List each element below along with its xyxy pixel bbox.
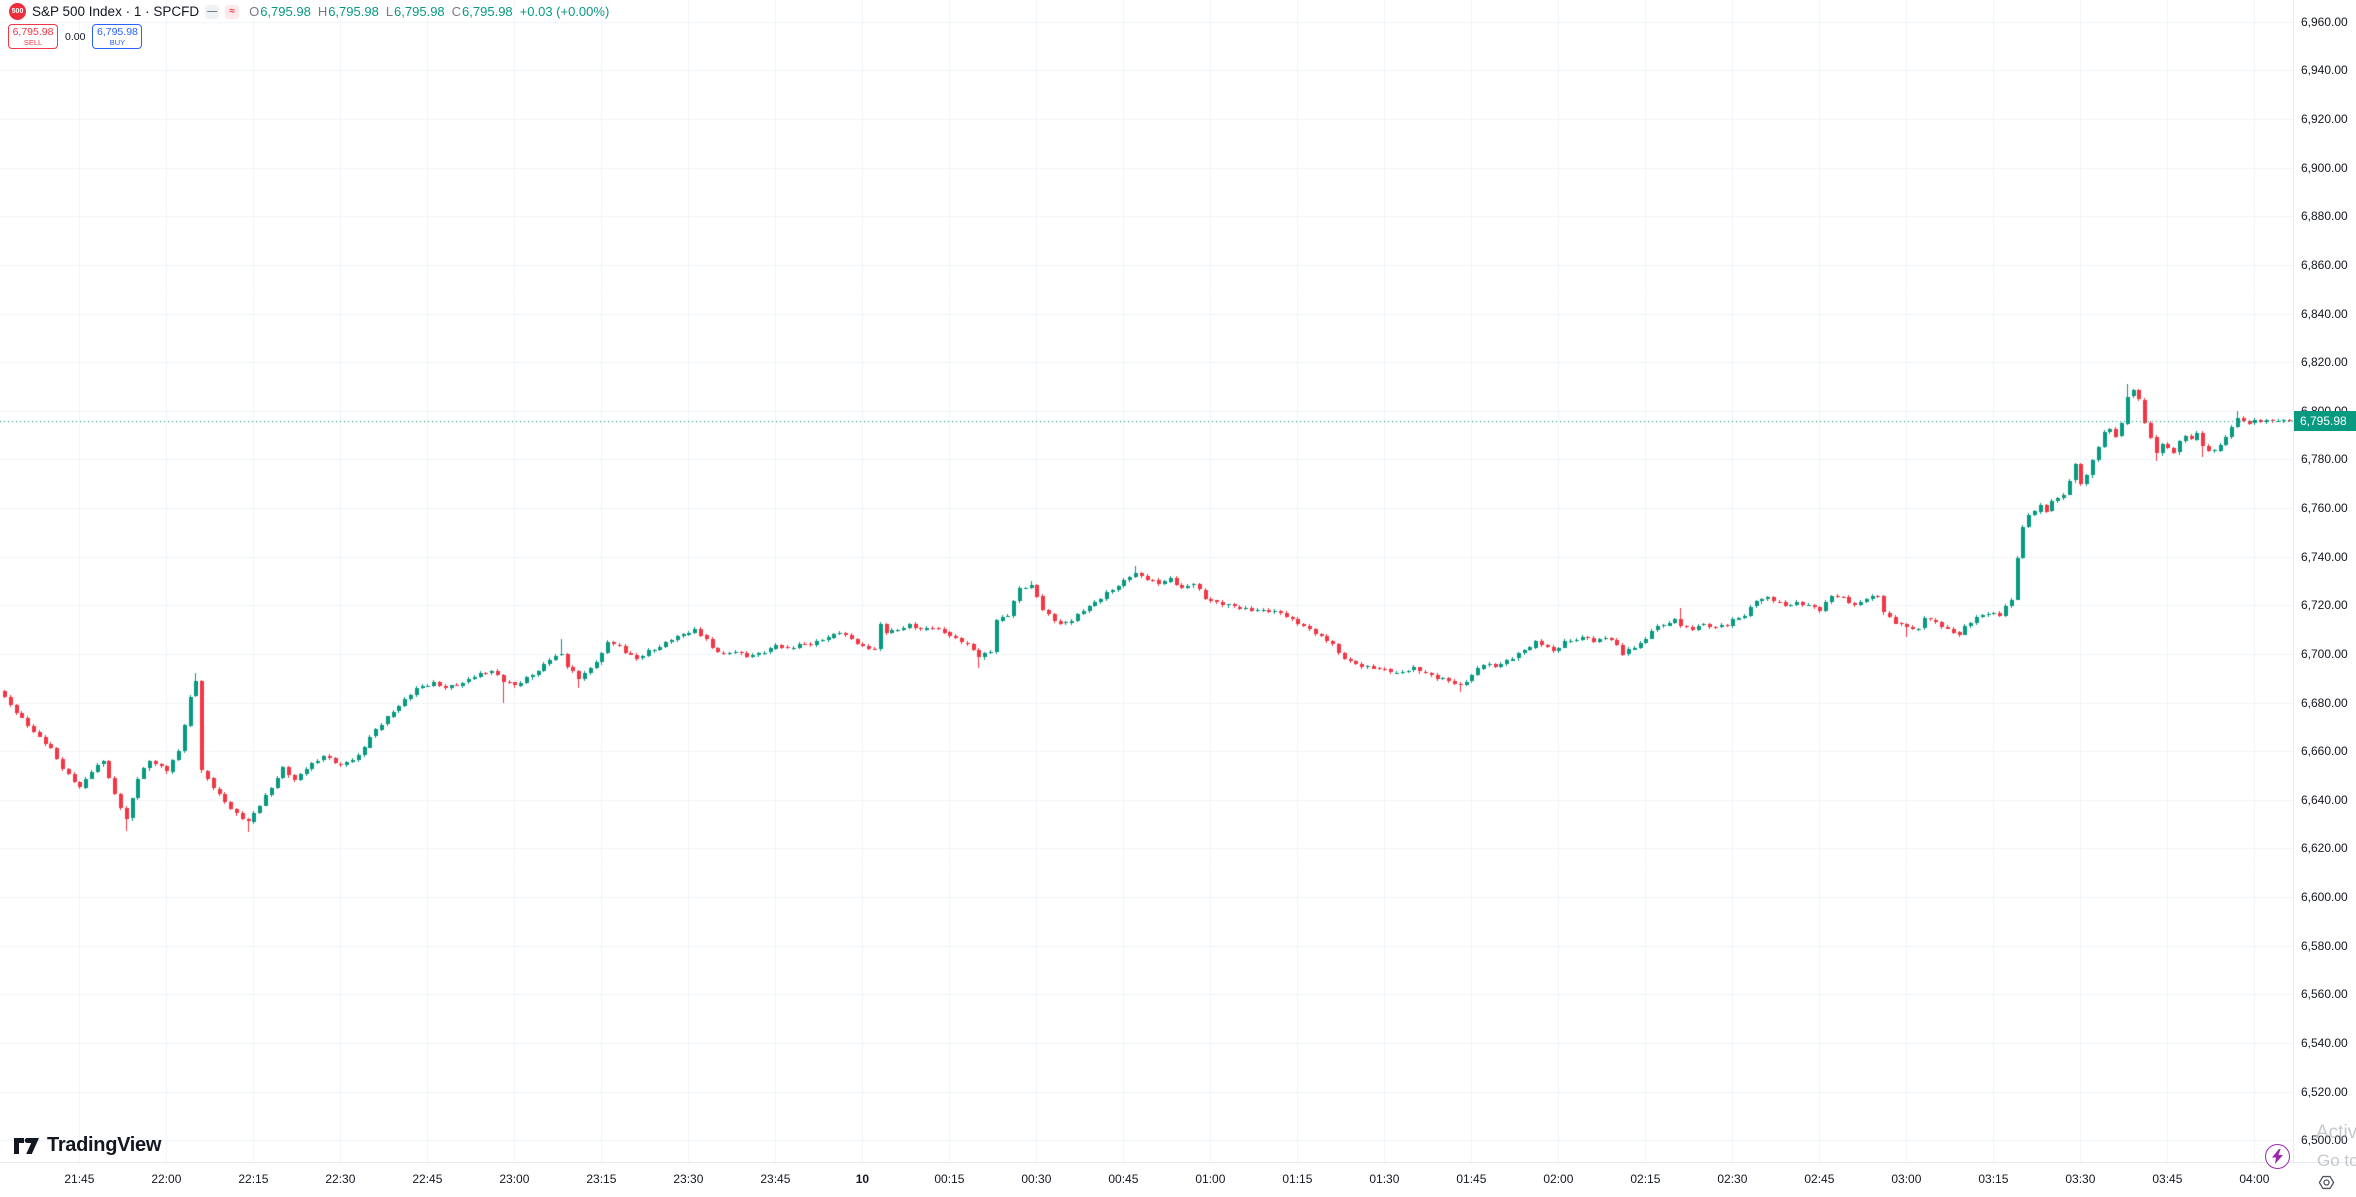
close-readout: C6,795.98 — [451, 4, 513, 19]
time-tick-label: 00:15 — [934, 1172, 965, 1186]
price-tick-label: 6,820.00 — [2301, 355, 2348, 370]
time-tick-label: 22:15 — [238, 1172, 269, 1186]
high-readout: H6,795.98 — [317, 4, 379, 19]
axis-settings-button[interactable] — [2316, 1172, 2337, 1193]
price-tick-label: 6,900.00 — [2301, 160, 2348, 175]
os-watermark-line2: Go to Se — [2317, 1151, 2356, 1170]
open-readout: O6,795.98 — [249, 4, 311, 19]
price-tick-label: 6,840.00 — [2301, 306, 2348, 321]
price-tick-label: 6,920.00 — [2301, 112, 2348, 127]
tradingview-logo[interactable]: TradingView — [13, 1134, 161, 1157]
time-tick-label: 03:00 — [1891, 1172, 1922, 1186]
time-tick-label: 03:45 — [2152, 1172, 2183, 1186]
time-tick-label: 10 — [855, 1172, 870, 1186]
price-tick-label: 6,600.00 — [2301, 890, 2348, 905]
time-tick-label: 02:00 — [1543, 1172, 1574, 1186]
ohlc-readout: O6,795.98 H6,795.98 L6,795.98 C6,795.98 … — [249, 4, 609, 19]
price-tick-label: 6,620.00 — [2301, 841, 2348, 856]
tradingview-logo-icon — [14, 1137, 39, 1154]
time-tick-label: 22:30 — [325, 1172, 356, 1186]
time-tick-label: 03:30 — [2065, 1172, 2096, 1186]
time-tick-label: 23:00 — [499, 1172, 530, 1186]
time-tick-label: 04:00 — [2239, 1172, 2270, 1186]
sell-button[interactable]: 6,795.98 SELL — [8, 24, 58, 49]
time-tick-label: 01:30 — [1369, 1172, 1400, 1186]
price-tick-label: 6,640.00 — [2301, 792, 2348, 807]
symbol-title[interactable]: S&P 500 Index · 1 · SPCFD — [32, 4, 200, 19]
trade-panel: 6,795.98 SELL 0.00 6,795.98 BUY — [8, 24, 143, 49]
time-tick-label: 02:30 — [1717, 1172, 1748, 1186]
gear-icon — [2318, 1175, 2335, 1190]
price-tick-label: 6,880.00 — [2301, 209, 2348, 224]
price-tick-label: 6,580.00 — [2301, 938, 2348, 953]
symbol-legend[interactable]: 500 S&P 500 Index · 1 · SPCFD — ≈ O6,795… — [9, 3, 609, 20]
time-tick-label: 23:45 — [760, 1172, 791, 1186]
buy-label: BUY — [109, 38, 126, 47]
sell-price: 6,795.98 — [12, 25, 54, 38]
time-tick-label: 01:00 — [1195, 1172, 1226, 1186]
price-tick-label: 6,740.00 — [2301, 549, 2348, 564]
time-tick-label: 00:45 — [1108, 1172, 1139, 1186]
time-tick-label: 22:45 — [412, 1172, 443, 1186]
current-price-label: 6,795.98 — [2294, 410, 2356, 431]
price-tick-label: 6,960.00 — [2301, 14, 2348, 29]
os-watermark-line1: Activate — [2316, 1122, 2356, 1143]
delayed-data-icon[interactable]: ≈ — [225, 4, 240, 19]
price-tick-label: 6,500.00 — [2301, 1133, 2348, 1148]
change-readout: +0.03 (+0.00%) — [519, 4, 610, 19]
quick-trade-button[interactable] — [2265, 1144, 2290, 1169]
price-tick-label: 6,540.00 — [2301, 1035, 2348, 1050]
price-tick-label: 6,700.00 — [2301, 646, 2348, 661]
buy-price: 6,795.98 — [97, 25, 138, 38]
time-tick-label: 21:45 — [64, 1172, 95, 1186]
sell-label: SELL — [23, 38, 43, 47]
time-tick-label: 23:30 — [673, 1172, 704, 1186]
time-tick-label: 01:15 — [1282, 1172, 1313, 1186]
price-tick-label: 6,680.00 — [2301, 695, 2348, 710]
price-tick-label: 6,860.00 — [2301, 257, 2348, 272]
buy-button[interactable]: 6,795.98 BUY — [92, 24, 143, 49]
lightning-bolt-icon — [2272, 1149, 2283, 1164]
sp500-logo-icon: 500 — [9, 3, 26, 20]
spread-value: 0.00 — [65, 30, 86, 43]
tradingview-logo-text: TradingView — [47, 1134, 162, 1156]
price-tick-label: 6,660.00 — [2301, 744, 2348, 759]
price-tick-label: 6,560.00 — [2301, 987, 2348, 1002]
candlestick-chart-pane[interactable] — [0, 0, 2293, 1162]
time-tick-label: 23:15 — [586, 1172, 617, 1186]
price-tick-label: 6,940.00 — [2301, 63, 2348, 78]
price-tick-label: 6,720.00 — [2301, 598, 2348, 613]
low-readout: L6,795.98 — [385, 4, 445, 19]
time-tick-label: 02:45 — [1804, 1172, 1835, 1186]
price-tick-label: 6,760.00 — [2301, 501, 2348, 516]
time-axis[interactable]: 21:45 22:00 22:15 22:30 22:45 23:00 23:15 23:30… — [0, 1162, 2356, 1197]
market-status-icon[interactable]: — — [205, 4, 220, 19]
time-tick-label: 03:15 — [1978, 1172, 2009, 1186]
time-tick-label: 22:00 — [151, 1172, 182, 1186]
price-axis[interactable]: 6,795.98 6,960.00 6,940.00 6,920.00 6,900.0… — [2293, 0, 2356, 1162]
time-tick-label: 02:15 — [1630, 1172, 1661, 1186]
price-tick-label: 6,780.00 — [2301, 452, 2348, 467]
time-tick-label: 01:45 — [1456, 1172, 1487, 1186]
price-tick-label: 6,520.00 — [2301, 1084, 2348, 1099]
time-tick-label: 00:30 — [1021, 1172, 1052, 1186]
